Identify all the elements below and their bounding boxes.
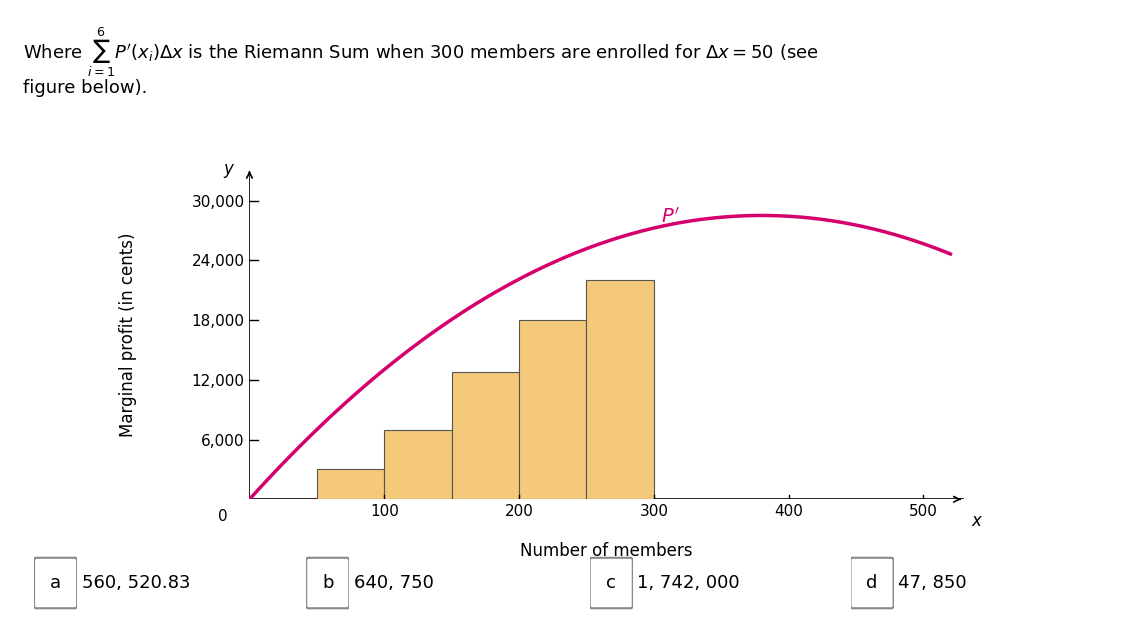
Text: 47, 850: 47, 850 bbox=[898, 574, 967, 592]
Text: $x$: $x$ bbox=[971, 512, 983, 530]
Text: Number of members: Number of members bbox=[521, 542, 693, 560]
Text: Marginal profit (in cents): Marginal profit (in cents) bbox=[119, 233, 137, 437]
Text: a: a bbox=[50, 574, 61, 592]
Text: figure below).: figure below). bbox=[23, 79, 147, 97]
Text: b: b bbox=[322, 574, 333, 592]
Bar bbox=[451, 372, 519, 499]
Text: c: c bbox=[607, 574, 616, 592]
Text: d: d bbox=[866, 574, 878, 592]
Bar bbox=[316, 470, 384, 499]
Bar bbox=[519, 320, 586, 499]
Text: 560, 520.83: 560, 520.83 bbox=[82, 574, 191, 592]
Text: 1, 742, 000: 1, 742, 000 bbox=[637, 574, 739, 592]
Bar bbox=[384, 430, 451, 499]
Text: $y$: $y$ bbox=[223, 162, 236, 181]
Text: 640, 750: 640, 750 bbox=[354, 574, 433, 592]
FancyBboxPatch shape bbox=[34, 558, 77, 608]
FancyBboxPatch shape bbox=[850, 558, 894, 608]
Text: 0: 0 bbox=[218, 509, 227, 524]
FancyBboxPatch shape bbox=[590, 558, 633, 608]
Text: $P'$: $P'$ bbox=[661, 207, 679, 226]
Bar bbox=[586, 280, 654, 499]
Text: Where $\sum_{i=1}^{6} P'(x_i)\Delta x$ is the Riemann Sum when 300 members are e: Where $\sum_{i=1}^{6} P'(x_i)\Delta x$ i… bbox=[23, 25, 819, 79]
FancyBboxPatch shape bbox=[306, 558, 349, 608]
